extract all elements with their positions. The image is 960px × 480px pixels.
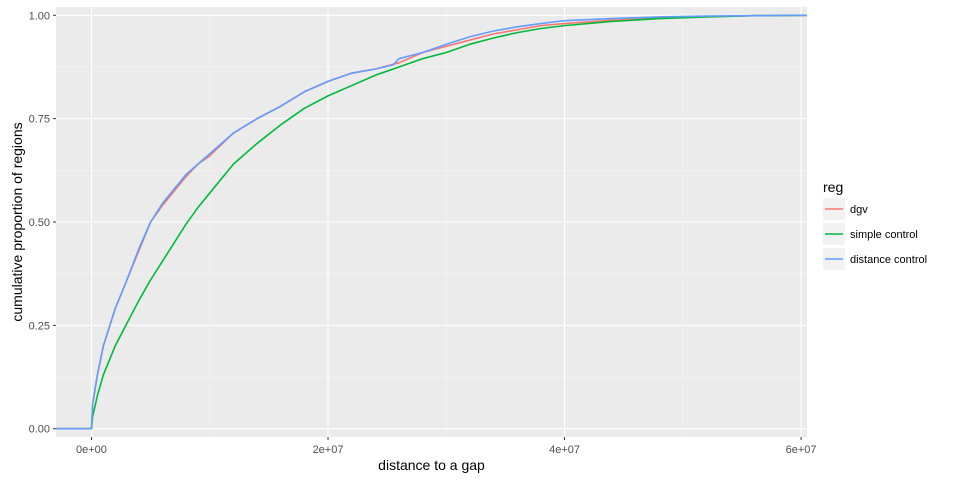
legend: reg dgv simple control distance control (823, 179, 927, 270)
y-axis-title: cumulative proportion of regions (9, 122, 25, 321)
series-line-simple-control (56, 14, 808, 430)
legend-label: distance control (850, 254, 927, 266)
y-tick-label: 1.00 (29, 10, 50, 22)
x-axis: 0e+00 2e+07 4e+07 6e+07 (76, 437, 817, 456)
y-tick-label: 0.75 (29, 114, 50, 126)
legend-title: reg (823, 179, 843, 195)
legend-label: dgv (850, 204, 868, 216)
y-axis: 0.00 0.25 0.50 0.75 1.00 (29, 10, 56, 436)
x-tick-label: 0e+00 (76, 444, 107, 456)
x-tick-label: 4e+07 (549, 444, 580, 456)
y-tick-label: 0.00 (29, 424, 50, 436)
series-line-distance-control (56, 14, 808, 430)
x-axis-title: distance to a gap (378, 457, 485, 473)
major-gridlines (56, 7, 807, 437)
y-tick-label: 0.50 (29, 217, 50, 229)
series-layer (56, 14, 808, 430)
x-tick-label: 2e+07 (313, 444, 344, 456)
y-tick-label: 0.25 (29, 320, 50, 332)
x-tick-label: 6e+07 (786, 444, 817, 456)
legend-label: simple control (850, 229, 918, 241)
